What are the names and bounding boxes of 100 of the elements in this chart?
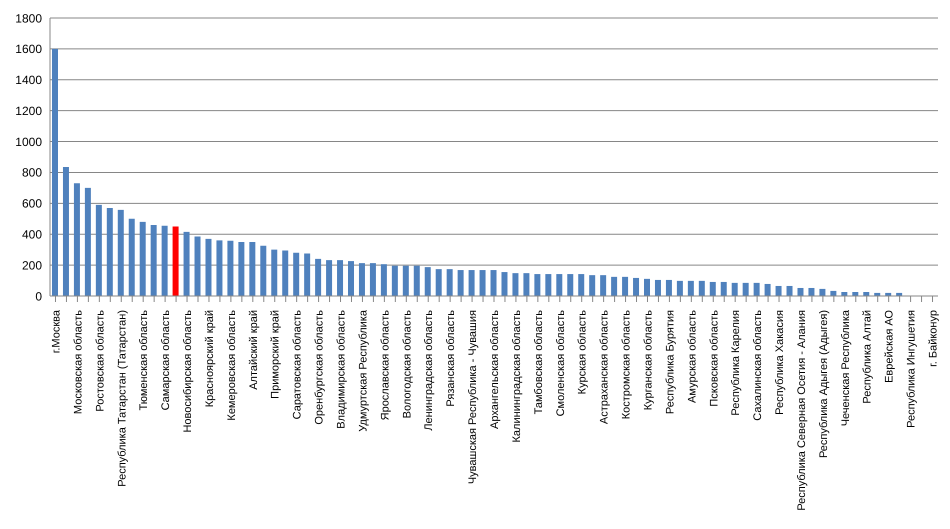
bar: [52, 48, 58, 296]
x-tick-label: Республика Татарстан (Татарстан): [116, 310, 128, 487]
bar: [567, 274, 574, 296]
bar: [458, 270, 464, 296]
x-tick-label: Еврейская АО: [884, 310, 896, 383]
y-tick-label: 600: [22, 196, 42, 211]
bar: [468, 270, 475, 296]
x-tick-label: Рязанская область: [445, 310, 458, 407]
bar: [194, 236, 201, 296]
bar: [118, 210, 124, 296]
bar: [293, 252, 300, 296]
y-tick-label: 400: [22, 227, 42, 242]
bar: [337, 260, 344, 296]
bar: [260, 246, 266, 296]
bar: [249, 242, 256, 296]
bar: [106, 208, 113, 296]
x-tick-label: Красноярский край: [204, 310, 216, 408]
bar: [304, 254, 310, 296]
bar: [402, 266, 409, 296]
bar: [358, 263, 365, 296]
bar: [688, 280, 694, 296]
y-tick-label: 1000: [15, 134, 42, 149]
x-tick-label: Амурская область: [686, 310, 698, 403]
y-tick-label: 0: [35, 289, 42, 304]
x-tick-label: Ленинградская область: [423, 310, 436, 431]
bar: [227, 240, 234, 296]
bar: [676, 280, 683, 296]
x-tick-label: Республика Ингушетия: [906, 310, 918, 428]
x-tick-label: Тюменская область: [138, 310, 150, 411]
bar: [754, 282, 760, 296]
x-tick-label: Ярославская область: [379, 310, 392, 420]
bar: [205, 238, 212, 296]
x-tick-label: Республика Алтай: [862, 310, 874, 404]
x-tick-label: Республика Северная Осетия - Алания: [796, 310, 808, 511]
bar: [446, 269, 453, 296]
bar: [732, 282, 738, 296]
bar: [698, 280, 705, 296]
bar: [150, 224, 157, 296]
x-tick-label: Оренбургская область: [314, 310, 326, 425]
bar: [414, 266, 420, 296]
bar: [172, 226, 179, 296]
x-tick-label: Костромская область: [620, 310, 633, 420]
x-tick-label: Ростовская область: [94, 310, 106, 412]
bar: [523, 273, 530, 296]
x-tick-label: Приморский край: [270, 310, 282, 399]
x-tick-label: Московская область: [72, 310, 84, 414]
bar: [238, 242, 244, 296]
y-tick-label: 200: [22, 258, 42, 272]
bar: [216, 240, 222, 296]
x-tick-label: Республика Бурятия: [664, 310, 676, 414]
x-tick-label: г. Байконур: [928, 310, 940, 367]
bar: [654, 280, 661, 296]
x-tick-label: Республика Карелия: [730, 310, 742, 416]
bar: [380, 264, 387, 296]
bar: [392, 266, 398, 296]
x-tick-label: Архангельская область: [489, 310, 501, 429]
bar: [271, 250, 278, 296]
x-tick-label: Сахалинская область: [752, 310, 764, 421]
bar: [96, 204, 102, 296]
bar: [424, 267, 431, 296]
bar: [589, 275, 596, 296]
x-tick-label: Смоленская область: [554, 310, 567, 416]
bar: [819, 288, 826, 296]
bar: [480, 270, 486, 296]
x-tick-label: Алтайский край: [248, 310, 260, 390]
bar: [162, 226, 168, 296]
bar: [501, 272, 508, 296]
y-tick-label: 1800: [15, 11, 42, 26]
bar: [578, 274, 584, 296]
bar: [512, 273, 518, 296]
bar: [534, 274, 540, 296]
bar: [128, 218, 135, 296]
bar: [742, 282, 749, 296]
x-tick-label: Республика Хакасия: [774, 310, 786, 415]
bar: [348, 261, 354, 296]
bar: [282, 250, 288, 296]
bar: [666, 280, 672, 296]
x-tick-label: Самарская область: [160, 310, 172, 410]
bar: [326, 260, 332, 296]
x-tick-label: Кемеровская область: [226, 310, 238, 421]
bar: [808, 288, 814, 296]
y-tick-label: 1200: [15, 104, 42, 118]
bar: [720, 282, 727, 296]
x-tick-label: Вологодская область: [401, 310, 414, 418]
bar: [184, 232, 190, 296]
bar: [62, 167, 69, 296]
x-tick-label: г.Москва: [50, 309, 62, 354]
bar: [370, 263, 376, 296]
x-tick-label: Саратовская область: [292, 310, 304, 420]
bar: [84, 188, 91, 296]
bar: [797, 288, 804, 296]
bar: [764, 284, 771, 296]
bar: [315, 258, 322, 296]
x-tick-label: Тамбовская область: [532, 310, 545, 414]
x-tick-label: Владимирская область: [336, 310, 348, 429]
x-tick-label: Республика Адыгея (Адыгея): [818, 310, 830, 458]
bar: [644, 278, 650, 296]
bar: [545, 274, 552, 296]
x-tick-label: Астраханская область: [598, 310, 611, 424]
bar: [600, 275, 606, 296]
